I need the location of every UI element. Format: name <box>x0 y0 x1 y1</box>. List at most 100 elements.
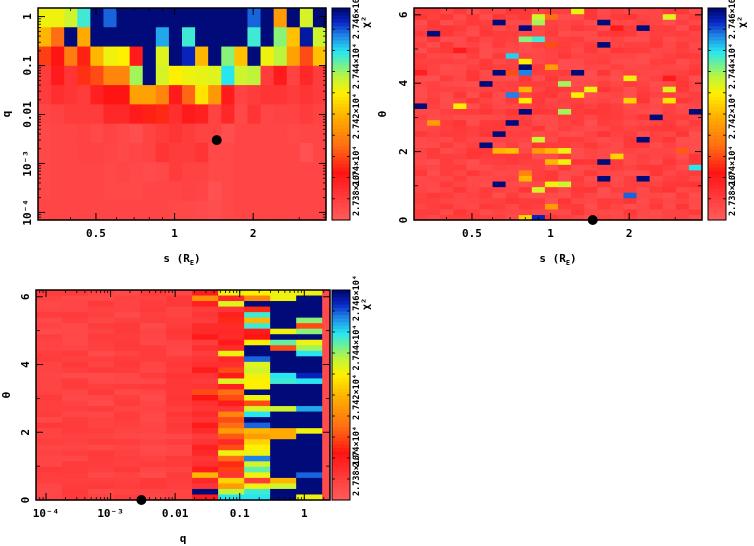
heatmap-cell <box>558 47 572 54</box>
y-axis-label: θ <box>376 110 389 117</box>
colorbar-segment <box>332 493 350 498</box>
heatmap-cell <box>584 47 598 54</box>
heatmap-cell <box>218 433 245 440</box>
heatmap-cell <box>88 345 115 352</box>
heatmap-cell <box>558 119 572 126</box>
heatmap-cell <box>234 27 249 48</box>
heatmap-cell <box>518 41 533 48</box>
colorbar-segment <box>332 440 350 445</box>
heatmap-cell <box>440 180 454 188</box>
heatmap-cell <box>584 136 598 143</box>
heatmap-cell <box>221 85 235 105</box>
colorbar-segment <box>708 142 726 147</box>
x-tick-label: 0.01 <box>162 507 189 520</box>
heatmap-cell <box>610 74 625 82</box>
heatmap-cell <box>518 108 533 115</box>
heatmap-cell <box>636 102 651 110</box>
heatmap-cell <box>273 142 288 163</box>
heatmap-cell <box>453 180 467 188</box>
heatmap-cell <box>453 24 467 31</box>
heatmap-cell <box>64 162 78 183</box>
heatmap-cell <box>662 74 677 82</box>
heatmap-cell <box>492 192 507 199</box>
heatmap-cell <box>114 339 141 346</box>
heatmap-cell <box>610 19 625 26</box>
heatmap-cell <box>221 104 235 125</box>
heatmap-cell <box>597 24 611 31</box>
heatmap-cell <box>531 63 546 70</box>
heatmap-cell <box>129 65 144 86</box>
heatmap-cell <box>166 323 193 330</box>
heatmap-cell <box>90 162 105 183</box>
heatmap-cell <box>140 306 167 313</box>
heatmap-cell <box>479 164 494 171</box>
heatmap-cell <box>571 35 585 43</box>
colorbar-tick-label: 2.74×10⁴ <box>352 426 362 467</box>
heatmap-cell <box>218 411 245 418</box>
heatmap-cell <box>610 114 625 121</box>
colorbar-segment <box>332 46 350 51</box>
heatmap-cell <box>662 58 677 65</box>
heatmap-cell <box>299 8 314 28</box>
heatmap-cell <box>168 8 183 28</box>
heatmap-cell <box>140 367 167 374</box>
heatmap-cell <box>427 203 441 210</box>
colorbar-segment <box>332 149 350 154</box>
colorbar-segment <box>708 135 726 140</box>
heatmap-cell <box>286 200 301 221</box>
heatmap-cell <box>492 136 507 143</box>
heatmap-cell <box>649 80 664 87</box>
heatmap-cell <box>453 30 467 37</box>
colorbar-segment <box>332 367 350 372</box>
heatmap-cell <box>597 141 611 149</box>
heatmap-cell <box>208 162 222 183</box>
heatmap-cell <box>479 192 494 199</box>
heatmap-cell <box>221 8 235 28</box>
heatmap-cell <box>623 86 638 93</box>
heatmap-cell <box>270 361 297 368</box>
heatmap-cells <box>414 8 703 221</box>
heatmap-cell <box>166 345 193 352</box>
heatmap-cell <box>221 27 235 48</box>
heatmap-cell <box>286 27 301 48</box>
heatmap-cell <box>479 102 494 110</box>
heatmap-cell <box>51 27 65 48</box>
colorbar-segment <box>708 205 726 210</box>
heatmap-cell <box>662 19 677 26</box>
heatmap-cell <box>244 466 271 473</box>
heatmap-cell <box>218 422 245 429</box>
heatmap-cell <box>296 350 323 357</box>
heatmap-cell <box>244 301 271 308</box>
heatmap-cell <box>192 367 219 374</box>
heatmap-cell <box>114 483 141 490</box>
colorbar-segment <box>708 114 726 119</box>
heatmap-cell <box>636 19 651 26</box>
heatmap-cell <box>62 395 89 402</box>
heatmap-cell <box>662 47 677 54</box>
heatmap-cell <box>610 108 625 115</box>
heatmap-cell <box>453 58 467 65</box>
heatmap-cell <box>260 162 275 183</box>
heatmap-cell <box>192 383 219 391</box>
heatmap-cell <box>479 203 494 210</box>
heatmap-cell <box>192 461 219 468</box>
heatmap-cell <box>36 290 63 297</box>
heatmap-cell <box>453 102 467 110</box>
heatmap-cell <box>140 400 167 407</box>
heatmap-cell <box>636 147 651 154</box>
heatmap-cell <box>414 91 428 98</box>
heatmap-cell <box>142 181 157 202</box>
heatmap-cell <box>166 466 193 473</box>
heatmap-cell <box>623 125 638 132</box>
heatmap-cell <box>597 119 611 126</box>
heatmap-cell <box>531 13 546 20</box>
heatmap-cell <box>244 295 271 302</box>
heatmap-cell <box>453 158 467 165</box>
heatmap-cell <box>88 494 115 501</box>
heatmap-cell <box>675 192 690 199</box>
panel-s-q: 0.5 1 210⁻⁴10⁻³0.010.11s (RE)q2.738×10⁴2.7… <box>0 0 372 267</box>
heatmap-cell <box>636 214 651 221</box>
heatmap-cell <box>662 114 677 121</box>
heatmap-cell <box>479 52 494 59</box>
heatmap-cell <box>62 450 89 457</box>
